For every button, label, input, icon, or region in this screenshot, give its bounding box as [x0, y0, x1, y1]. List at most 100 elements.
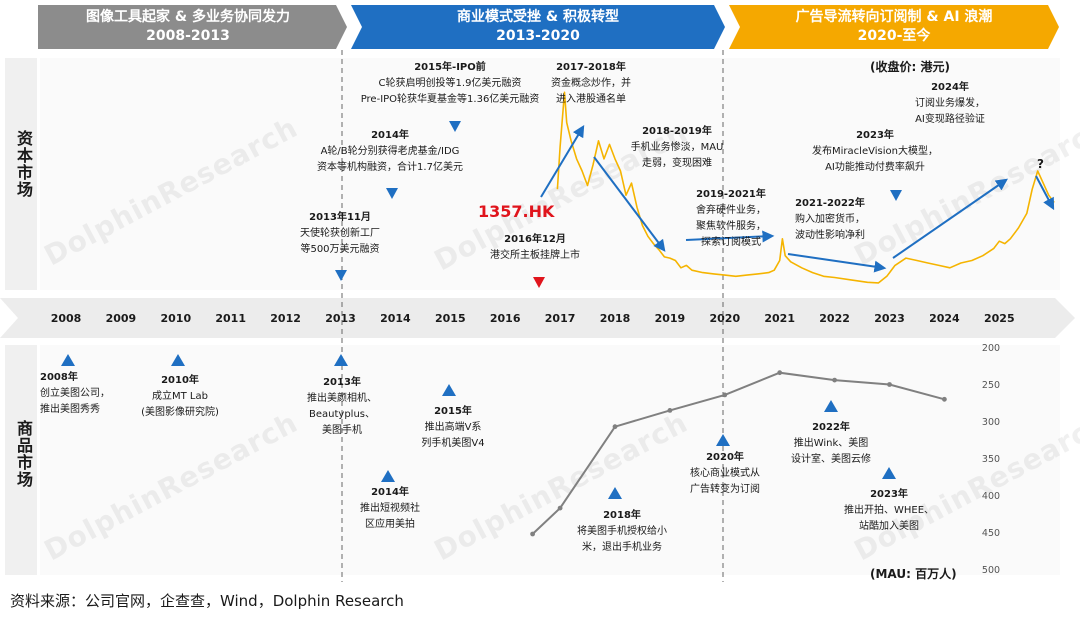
- note-2022-product-line2: 设计室、美图云修: [791, 454, 871, 465]
- marker-2015-ipo-icon: [449, 121, 461, 132]
- note-2018-product-line1: 将美图手机授权给小: [577, 526, 667, 537]
- note-2024-subscription-line2: AI变现路径验证: [915, 114, 985, 125]
- year-tick-2018: 2018: [599, 312, 631, 325]
- note-2015-product-line2: 列手机美图V4: [421, 438, 485, 449]
- marker-2022-product-icon: [824, 400, 838, 412]
- year-tick-2024: 2024: [929, 312, 960, 325]
- mau-tick-500: 500: [981, 565, 1001, 576]
- note-2016-ipo-line1: 港交所主板挂牌上市: [490, 250, 580, 261]
- note-2014-funding-line1: A轮/B轮分别获得老虎基金/IDG: [320, 146, 460, 157]
- mau-point: [557, 505, 563, 511]
- note-2023-product-title: 2023年: [870, 489, 908, 500]
- year-tick-2021: 2021: [764, 312, 795, 325]
- year-tick-2017: 2017: [544, 312, 576, 325]
- note-2010-product-line2: (美图影像研究院): [141, 407, 219, 418]
- year-tick-2022: 2022: [819, 312, 850, 325]
- mau-point: [667, 408, 673, 413]
- note-2015-product-line1: 推出高端V系: [424, 422, 482, 433]
- year-tick-2008: 2008: [50, 312, 82, 325]
- mau-line-layer: [530, 370, 947, 537]
- note-2018-2019-line1: 手机业务惨淡，MAU: [630, 142, 724, 153]
- note-2022-product-line1: 推出Wink、美图: [793, 438, 869, 449]
- note-2021-2022: 2021-2022年 购入加密货币， 波动性影响净利: [775, 196, 885, 244]
- note-2018-2019-title: 2018-2019年: [642, 126, 712, 137]
- marker-2015-product-icon: [442, 384, 456, 396]
- year-tick-2023: 2023: [874, 312, 905, 325]
- note-2018-product-title: 2018年: [603, 510, 641, 521]
- year-tick-2012: 2012: [270, 312, 301, 325]
- note-2018-2019: 2018-2019年 手机业务惨淡，MAU 走弱，变现困难: [612, 124, 742, 172]
- note-2022-product: 2022年 推出Wink、美图 设计室、美图云修: [776, 420, 886, 468]
- phase-2-period: 2013-2020: [496, 28, 580, 44]
- note-2013-product: 2013年 推出美颜相机、 Beautyplus、 美图手机: [300, 375, 384, 439]
- note-2008-product-title: 2008年: [40, 372, 78, 383]
- source-note: 资料来源：公司官网，企查查，Wind，Dolphin Research: [10, 592, 404, 610]
- mau-tick-450: 450: [981, 528, 1001, 539]
- note-2016-ipo-title: 2016年12月: [504, 234, 566, 245]
- note-2014-product-title: 2014年: [371, 487, 409, 498]
- note-2015-product: 2015年 推出高端V系 列手机美图V4: [408, 404, 498, 452]
- note-2016-ipo: 2016年12月 港交所主板挂牌上市: [470, 232, 600, 264]
- note-2013-product-line1: 推出美颜相机、: [307, 393, 377, 404]
- marker-2023-product-icon: [882, 467, 896, 479]
- phase-3-shape: [729, 5, 1059, 49]
- note-2015-ipo-line1: C轮获启明创投等1.9亿美元融资: [378, 78, 522, 89]
- trend-arrow-4: [787, 253, 887, 273]
- note-2023-ai-line2: AI功能推动付费率飙升: [825, 162, 925, 173]
- note-2008-product-line2: 推出美图秀秀: [40, 404, 100, 415]
- note-2023-product-line1: 推出开拍、WHEE、: [843, 505, 935, 516]
- marker-2008-product-icon: [61, 354, 75, 366]
- phase-banners-svg: [38, 5, 1059, 49]
- note-2024-subscription: 2024年 订阅业务爆发， AI变现路径验证: [900, 80, 1000, 128]
- phase-1-period: 2008-2013: [146, 28, 230, 44]
- year-tick-2019: 2019: [654, 312, 686, 325]
- note-2020-product-line1: 核心商业模式从: [690, 468, 760, 479]
- marker-2014-product-icon: [381, 470, 395, 482]
- note-2018-2019-line2: 走弱，变现困难: [642, 158, 712, 169]
- marker-2013-product-icon: [334, 354, 348, 366]
- marker-2023-ai-icon: [890, 190, 902, 201]
- price-line: [556, 91, 1055, 284]
- note-2018-product-line2: 米，退出手机业务: [582, 542, 662, 553]
- mau-tick-200: 200: [981, 343, 1001, 354]
- note-2019-2021-line2: 聚焦软件服务，: [696, 221, 766, 232]
- note-2015-ipo-title: 2015年-IPO前: [414, 62, 486, 73]
- note-2013-angel-line1: 天使轮获创新工厂: [300, 228, 380, 239]
- mau-point: [722, 392, 728, 398]
- note-2013-product-line2: Beautyplus、: [309, 409, 375, 420]
- capital-band-bg: [5, 58, 37, 290]
- note-2014-product-line2: 区应用美拍: [365, 519, 415, 530]
- timeline-axis-band: [0, 298, 1075, 338]
- marker-2016-ipo-icon: [533, 277, 545, 288]
- note-2023-product: 2023年 推出开拍、WHEE、 站酷加入美图: [834, 487, 944, 535]
- year-tick-2020: 2020: [709, 312, 741, 325]
- note-2014-funding-title: 2014年: [371, 130, 409, 141]
- trend-arrow-3: [685, 230, 775, 243]
- phase-1-shape: [38, 5, 347, 49]
- note-2020-product-title: 2020年: [706, 452, 744, 463]
- mau-tick-400: 400: [981, 491, 1001, 502]
- year-tick-2014: 2014: [380, 312, 411, 325]
- note-2020-product-line2: 广告转变为订阅: [690, 484, 760, 495]
- marker-2020-product-icon: [716, 434, 730, 446]
- note-2022-product-title: 2022年: [812, 422, 850, 433]
- trend-arrow-2: [593, 156, 666, 252]
- note-2018-product: 2018年 将美图手机授权给小 米，退出手机业务: [560, 508, 684, 556]
- phase-1-title: 图像工具起家 & 多业务协同发力: [86, 9, 290, 25]
- phase-2-shape: [351, 5, 725, 49]
- mau-point: [612, 424, 618, 430]
- capital-area-bg: [40, 58, 1060, 290]
- note-2014-product: 2014年 推出短视频社 区应用美拍: [348, 485, 432, 533]
- note-2015-ipo: 2015年-IPO前 C轮获启明创投等1.9亿美元融资 Pre-IPO轮获华夏基…: [300, 60, 600, 108]
- year-tick-2010: 2010: [160, 312, 192, 325]
- note-2017-2018-title: 2017-2018年: [556, 62, 626, 73]
- trend-arrow-6: [1035, 175, 1055, 211]
- note-2019-2021: 2019-2021年 舍弃硬件业务， 聚焦软件服务， 探索订阅模式: [676, 187, 786, 251]
- price-unit-label: (收盘价: 港元): [870, 60, 950, 74]
- trend-arrow-1: [540, 124, 585, 198]
- note-2013-angel: 2013年11月 天使轮获创新工厂 等500万美元融资: [280, 210, 400, 258]
- marker-2010-product-icon: [171, 354, 185, 366]
- note-2013-angel-line2: 等500万美元融资: [300, 244, 380, 255]
- trend-arrows: [540, 124, 1055, 273]
- note-2023-ai: 2023年 发布MiracleVision大模型， AI功能推动付费率飙升: [794, 128, 956, 176]
